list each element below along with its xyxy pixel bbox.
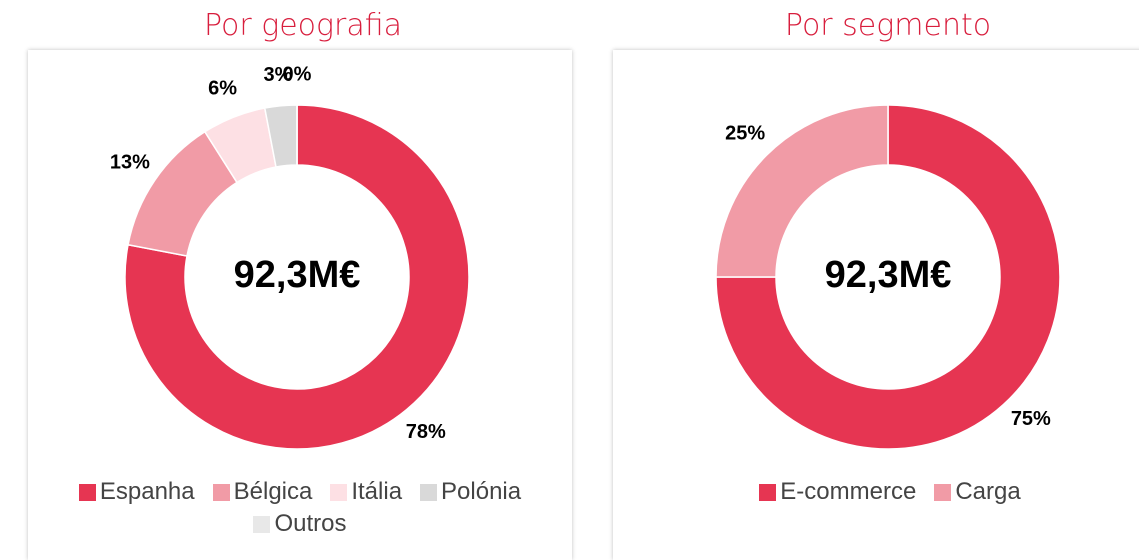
data-label: 3%	[264, 64, 293, 86]
legend-swatch	[253, 515, 271, 533]
donut-segment	[715, 104, 889, 278]
legend-label: Outros	[274, 510, 347, 537]
center-label: 92,3M€	[234, 254, 361, 296]
data-label: 78%	[406, 421, 446, 443]
data-label: 13%	[110, 152, 150, 174]
legend-item: Espanha	[78, 478, 195, 506]
legend-swatch	[420, 483, 438, 501]
legend-item: Outros	[253, 510, 347, 538]
legend-label: Espanha	[99, 478, 195, 505]
legend-item: Polónia	[420, 478, 521, 506]
legend-label: Polónia	[441, 478, 522, 505]
legend-swatch	[78, 483, 96, 501]
donut-segment	[715, 104, 1061, 450]
data-label: 6%	[208, 77, 237, 99]
legend-swatch	[330, 483, 348, 501]
legend-item: E-commerce	[759, 478, 916, 506]
legend-item: Itália	[330, 478, 402, 506]
legend-label: Itália	[351, 478, 403, 505]
legend-label: Bélgica	[233, 478, 313, 505]
legend-swatch	[934, 483, 952, 501]
chart-title: Por geografia	[203, 8, 403, 43]
data-label: 25%	[725, 122, 765, 144]
center-label: 92,3M€	[825, 254, 952, 296]
chart-title: Por segmento	[784, 8, 992, 43]
legend-item: Carga	[934, 478, 1021, 506]
legend-label: E-commerce	[780, 478, 917, 505]
donut-segment	[124, 104, 470, 450]
data-label: 75%	[1011, 408, 1051, 430]
data-label: 0%	[283, 63, 312, 85]
legend-swatch	[212, 483, 230, 501]
legend-item: Bélgica	[212, 478, 313, 506]
legend-swatch	[759, 483, 777, 501]
legend-label: Carga	[955, 478, 1021, 505]
legend: Espanha Bélgica Itália Polónia Outros	[60, 478, 540, 538]
legend: E-commerce Carga	[640, 478, 1139, 506]
